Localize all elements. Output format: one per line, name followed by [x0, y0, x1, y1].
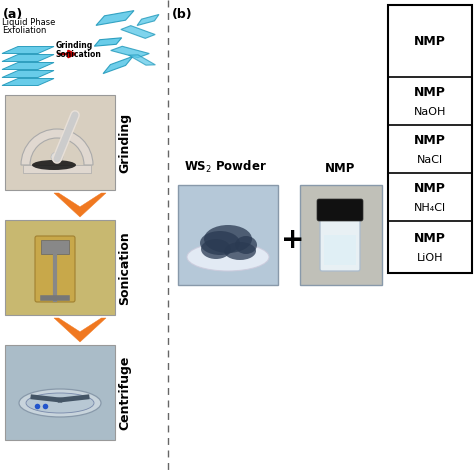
Polygon shape	[54, 193, 106, 217]
Bar	[324, 235, 356, 265]
Text: NMP: NMP	[414, 232, 446, 245]
Bar	[300, 185, 382, 285]
Text: Liquid Phase: Liquid Phase	[2, 18, 55, 27]
FancyBboxPatch shape	[317, 199, 363, 221]
Polygon shape	[121, 26, 155, 38]
Ellipse shape	[224, 242, 256, 260]
Polygon shape	[54, 318, 106, 342]
Text: (b): (b)	[172, 8, 192, 21]
Text: NaOH: NaOH	[414, 107, 446, 117]
Text: Sonication: Sonication	[118, 231, 131, 305]
Polygon shape	[103, 56, 133, 73]
Text: LiOH: LiOH	[417, 254, 443, 264]
Bar	[5, 220, 115, 315]
Text: Sonication: Sonication	[56, 50, 102, 59]
Bar	[388, 5, 472, 273]
Bar	[41, 240, 69, 254]
Wedge shape	[21, 129, 93, 165]
Text: (a): (a)	[3, 8, 23, 21]
Text: NMP: NMP	[414, 86, 446, 100]
Text: NMP: NMP	[414, 134, 446, 147]
Ellipse shape	[187, 243, 269, 271]
Ellipse shape	[235, 236, 257, 254]
Polygon shape	[2, 46, 54, 54]
Polygon shape	[111, 46, 149, 58]
Polygon shape	[94, 38, 122, 46]
Text: NH₄Cl: NH₄Cl	[414, 202, 446, 212]
Polygon shape	[96, 10, 134, 26]
Text: Exfoliation: Exfoliation	[2, 26, 46, 35]
Ellipse shape	[51, 152, 63, 162]
Ellipse shape	[32, 160, 76, 170]
Polygon shape	[2, 71, 54, 78]
FancyBboxPatch shape	[320, 211, 360, 271]
Text: NMP: NMP	[414, 182, 446, 195]
Ellipse shape	[26, 393, 94, 413]
Text: NMP: NMP	[325, 162, 355, 175]
Bar	[23, 165, 91, 173]
Ellipse shape	[200, 231, 240, 255]
Ellipse shape	[201, 239, 231, 259]
Text: Grinding: Grinding	[118, 113, 131, 173]
Text: NMP: NMP	[414, 35, 446, 47]
Text: WS$_2$ Powder: WS$_2$ Powder	[183, 159, 266, 175]
Polygon shape	[137, 15, 159, 26]
Polygon shape	[2, 55, 54, 62]
Bar	[5, 95, 115, 190]
Polygon shape	[2, 63, 54, 70]
Text: Centrifuge: Centrifuge	[118, 356, 131, 430]
Text: NaCl: NaCl	[417, 155, 443, 164]
Ellipse shape	[19, 389, 101, 417]
Bar	[178, 185, 278, 285]
Text: +: +	[281, 226, 305, 254]
Ellipse shape	[204, 225, 252, 253]
Bar	[5, 345, 115, 440]
FancyBboxPatch shape	[35, 236, 75, 302]
Text: Grinding: Grinding	[56, 41, 93, 50]
Polygon shape	[2, 79, 54, 85]
Polygon shape	[128, 55, 155, 65]
